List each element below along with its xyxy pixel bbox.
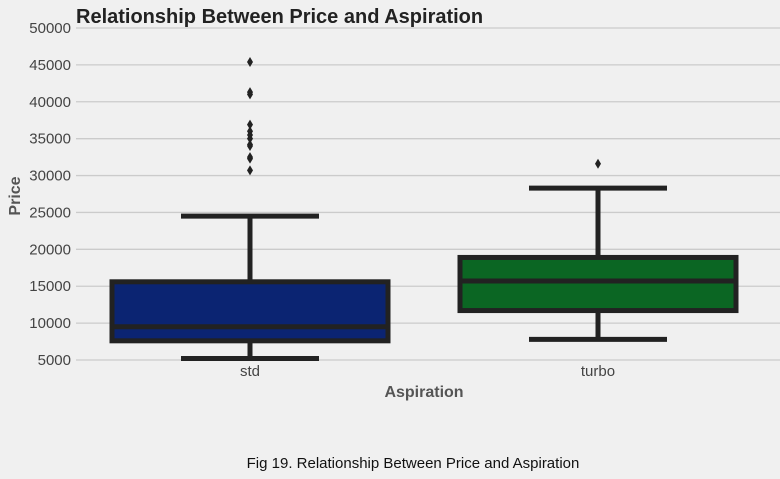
y-tick-label-4: 25000 bbox=[29, 204, 71, 221]
y-tick-label-3: 20000 bbox=[29, 241, 71, 258]
y-tick-label-0: 5000 bbox=[38, 352, 71, 369]
outlier-std-11 bbox=[247, 56, 253, 67]
outlier-std-7 bbox=[247, 126, 253, 137]
chart-title: Relationship Between Price and Aspiratio… bbox=[76, 6, 483, 28]
y-tick-label-9: 50000 bbox=[29, 20, 71, 37]
box-body-turbo bbox=[457, 254, 739, 314]
y-tick-labels: 5000 10000 15000 20000 25000 30000 35000 40000 4… bbox=[29, 20, 71, 369]
outlier-turbo-0 bbox=[595, 158, 601, 169]
y-tick-label-1: 10000 bbox=[29, 315, 71, 332]
y-tick-label-7: 40000 bbox=[29, 94, 71, 111]
outlier-std-2 bbox=[247, 152, 253, 163]
y-tick-label-2: 15000 bbox=[29, 278, 71, 295]
box-std bbox=[109, 56, 391, 362]
x-tick-label-std: std bbox=[240, 363, 260, 380]
x-tick-label-turbo: turbo bbox=[581, 363, 615, 380]
outlier-std-0 bbox=[247, 165, 253, 176]
x-tick-labels: std turbo bbox=[240, 363, 615, 380]
y-tick-label-8: 45000 bbox=[29, 57, 71, 74]
y-tick-label-6: 35000 bbox=[29, 131, 71, 148]
box-body-std bbox=[109, 279, 391, 344]
y-tick-label-5: 30000 bbox=[29, 168, 71, 185]
x-axis-label: Aspiration bbox=[384, 384, 463, 401]
y-axis-label: Price bbox=[7, 176, 24, 215]
outlier-std-4 bbox=[247, 139, 253, 150]
outlier-std-10 bbox=[247, 87, 253, 98]
box-turbo bbox=[457, 158, 739, 342]
figure-caption: Fig 19. Relationship Between Price and A… bbox=[246, 455, 580, 472]
box-series bbox=[109, 56, 739, 362]
outlier-std-8 bbox=[247, 119, 253, 130]
